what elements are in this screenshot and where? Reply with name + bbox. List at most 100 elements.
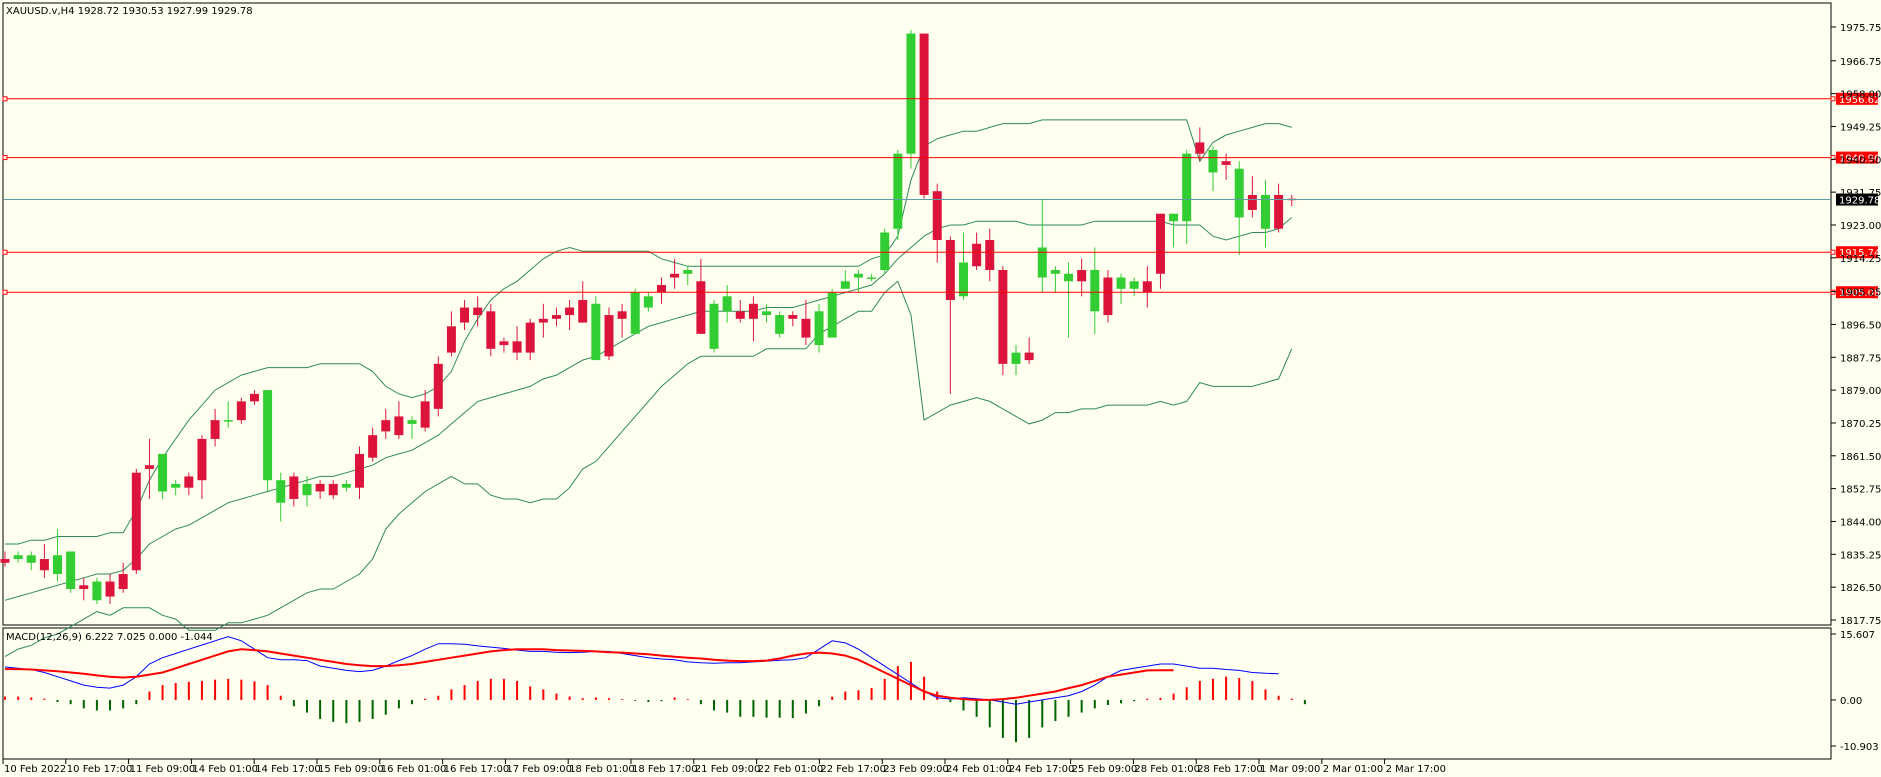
candle-body [407,420,417,424]
candle-body [735,311,745,319]
candle [1103,270,1113,323]
candle [748,296,758,342]
candle-body [144,465,154,469]
candle [998,266,1008,376]
candle-body [1142,281,1152,293]
candle-body [39,559,49,571]
candle-body [958,262,968,297]
candle [1064,262,1074,338]
macd-tick-label: 15.607 [1840,630,1875,641]
candle-body [249,393,259,402]
candle-body [486,311,496,349]
candle [368,427,378,462]
candle [670,258,680,289]
time-tick-label: 2 Mar 01:00 [1323,764,1383,775]
candle-body [1090,270,1100,312]
candle [1142,266,1152,308]
candle [814,303,824,353]
candle-body [13,555,23,560]
candle [499,337,509,353]
candle [696,258,706,334]
candle-body [709,303,719,349]
candle-body [1103,277,1113,316]
price-tick-label: 1958.00 [1840,90,1881,101]
price-tick-label: 1879.00 [1840,386,1881,397]
candle [105,574,115,605]
candle [79,577,89,601]
level-tag [1836,286,1878,299]
level-tag-label: 1940.96 [1839,154,1880,165]
candle [26,551,36,571]
candle [630,288,640,334]
candle-body [972,243,982,267]
horizontal-levels[interactable]: 1956.62 1940.96 1915.74 1905.08 1929.78 [2,92,1880,299]
candle-body [499,341,509,346]
time-tick-label: 11 Feb 09:00 [130,764,196,775]
candle [302,476,312,507]
current-price-label: 1929.78 [1839,196,1880,207]
candle-body [696,281,706,334]
candle [473,296,483,327]
time-tick-label: 28 Feb 17:00 [1197,764,1263,775]
level-handle[interactable] [2,96,8,102]
bollinger-bands [4,119,1293,658]
candle-body [617,311,627,319]
candle-body [604,315,614,357]
level-handle[interactable] [1830,96,1836,102]
candle [551,307,561,327]
time-tick-label: 23 Feb 09:00 [883,764,949,775]
level-handle[interactable] [2,289,8,295]
candle [249,390,259,406]
candle [853,270,863,293]
candle [657,277,666,304]
time-tick-label: 18 Feb 01:00 [569,764,635,775]
time-tick-label: 14 Feb 01:00 [192,764,258,775]
time-tick-label: 22 Feb 01:00 [758,764,824,775]
level-handle[interactable] [2,155,8,161]
candle-body [919,33,929,195]
candle-body [565,307,575,316]
candle [197,435,207,499]
candle-body [512,341,522,353]
candle [788,311,798,327]
candle [223,401,233,428]
time-tick-label: 24 Feb 17:00 [1009,764,1075,775]
candle [289,472,299,507]
level-handle[interactable] [2,249,8,255]
candle-body [1208,149,1218,173]
candle-body [171,483,181,488]
macd-tick-label: -10.903 [1840,742,1879,753]
candle [932,183,942,263]
candle-body [197,438,207,481]
level-handle[interactable] [1830,249,1836,255]
candle-body [79,585,89,590]
candle-body [420,401,430,428]
candle [1182,149,1192,244]
candle [13,551,23,563]
candle [66,551,76,593]
candle [775,311,785,338]
candle [880,228,890,274]
candle-body [315,483,325,492]
candle-body [867,277,877,280]
candle-body [762,311,772,316]
level-handle[interactable] [1830,289,1836,295]
candle [1274,183,1284,233]
candle [236,397,246,424]
candle-body [92,581,102,601]
candle-body [433,363,443,409]
candle [276,472,286,522]
price-tick-label: 1905.25 [1840,288,1881,299]
candle [538,303,548,338]
candle [460,300,470,331]
candle [407,416,417,439]
candle [1037,198,1047,293]
level-tag-label: 1905.08 [1839,288,1880,299]
candles-group [0,29,1297,605]
candle [919,33,929,199]
candle [263,390,273,492]
candle [92,577,102,605]
candle [801,300,811,346]
candle-body [328,483,338,496]
